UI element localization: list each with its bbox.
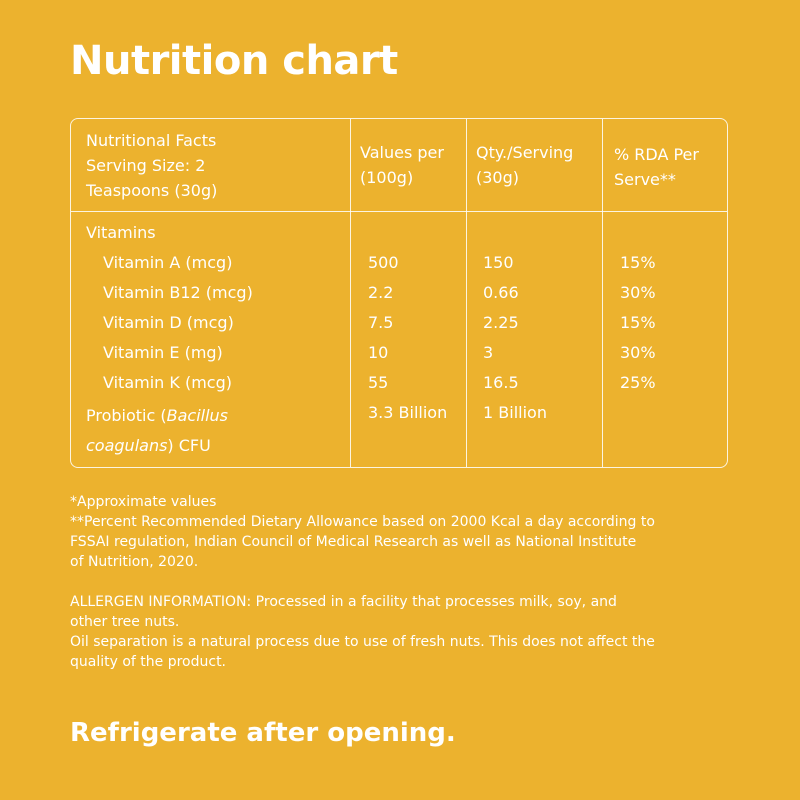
section-label-vitamins: Vitamins <box>86 223 156 242</box>
note-oil: Oil separation is a natural process due … <box>70 634 655 650</box>
header-text: (30g) <box>476 168 519 187</box>
note-approx: *Approximate values <box>70 494 217 510</box>
header-text: Teaspoons (30g) <box>86 181 218 200</box>
row-per100g: 10 <box>368 343 389 362</box>
row-serving: 0.66 <box>483 283 519 302</box>
row-serving: 1 Billion <box>483 403 547 422</box>
row-per100g: 55 <box>368 373 389 392</box>
row-name: Vitamin K (mcg) <box>103 373 232 392</box>
column-divider <box>350 119 351 467</box>
probiotic-prefix: Probiotic ( <box>86 406 167 425</box>
page-title: Nutrition chart <box>70 38 398 84</box>
header-qty-per-serving: Qty./Serving (30g) <box>476 140 573 190</box>
row-serving: 3 <box>483 343 494 362</box>
header-text: (100g) <box>360 168 414 187</box>
row-serving: 2.25 <box>483 313 519 332</box>
row-serving: 150 <box>483 253 514 272</box>
note-rda: FSSAI regulation, Indian Council of Medi… <box>70 534 637 550</box>
header-text: % RDA Per <box>614 145 699 164</box>
row-serving: 16.5 <box>483 373 519 392</box>
column-divider <box>602 119 603 467</box>
row-name: Vitamin D (mcg) <box>103 313 234 332</box>
header-text: Nutritional Facts <box>86 131 217 150</box>
header-text: Serving Size: 2 <box>86 156 206 175</box>
row-rda: 30% <box>620 343 656 362</box>
note-allergen: other tree nuts. <box>70 614 180 630</box>
row-name-probiotic: Probiotic (Bacillus coagulans) CFU <box>86 401 228 461</box>
header-text: Qty./Serving <box>476 143 574 162</box>
header-text: Values per <box>360 143 444 162</box>
probiotic-suffix: ) CFU <box>167 436 211 455</box>
probiotic-species: coagulans <box>86 436 168 455</box>
row-per100g: 7.5 <box>368 313 394 332</box>
note-allergen: ALLERGEN INFORMATION: Processed in a fac… <box>70 594 617 610</box>
header-nutritional-facts: Nutritional Facts Serving Size: 2 Teaspo… <box>86 128 217 203</box>
header-rda-per-serve: % RDA Per Serve** <box>614 142 699 192</box>
probiotic-genus: Bacillus <box>166 406 229 425</box>
note-rda: of Nutrition, 2020. <box>70 554 199 570</box>
header-divider <box>71 211 727 212</box>
column-divider <box>466 119 467 467</box>
row-rda: 15% <box>620 253 656 272</box>
row-name: Vitamin A (mcg) <box>103 253 233 272</box>
row-name: Vitamin B12 (mcg) <box>103 283 253 302</box>
row-per100g: 3.3 Billion <box>368 403 448 422</box>
row-rda: 30% <box>620 283 656 302</box>
header-text: Serve** <box>614 170 676 189</box>
row-per100g: 500 <box>368 253 399 272</box>
row-name: Vitamin E (mg) <box>103 343 223 362</box>
header-values-per-100g: Values per (100g) <box>360 140 444 190</box>
note-oil: quality of the product. <box>70 654 227 670</box>
nutrition-table: Nutritional Facts Serving Size: 2 Teaspo… <box>70 118 728 468</box>
row-rda: 25% <box>620 373 656 392</box>
row-per100g: 2.2 <box>368 283 394 302</box>
note-rda: **Percent Recommended Dietary Allowance … <box>70 514 655 530</box>
storage-instruction: Refrigerate after opening. <box>70 718 456 748</box>
footnotes: *Approximate values **Percent Recommende… <box>70 492 750 672</box>
row-rda: 15% <box>620 313 656 332</box>
